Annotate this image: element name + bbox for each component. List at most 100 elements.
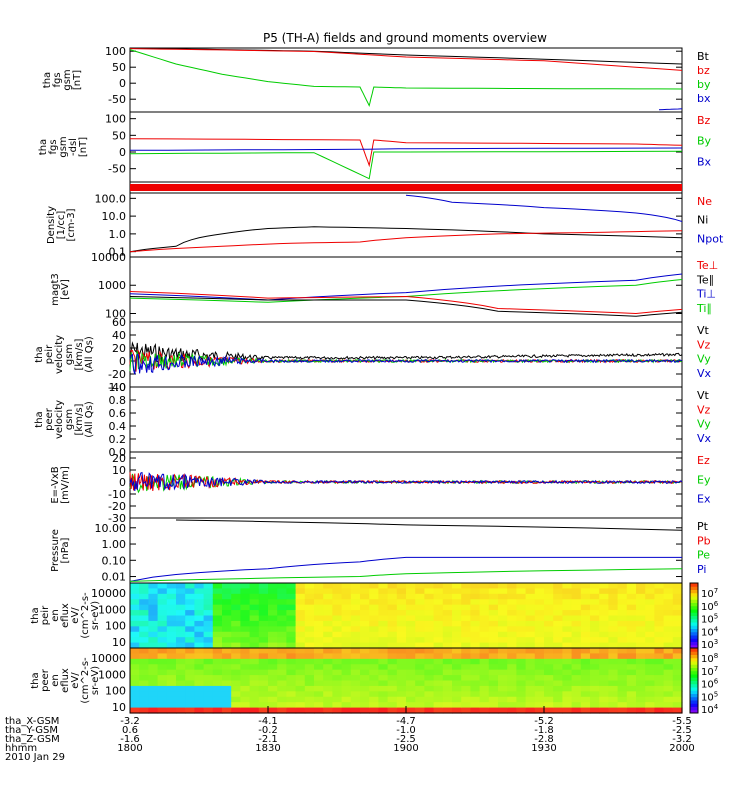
spectrogram-cell: [442, 604, 453, 611]
spectrogram-cell: [203, 583, 214, 590]
spectrogram-cell: [442, 664, 453, 671]
legend-Vx: Vx: [697, 367, 712, 380]
spectrogram-cell: [626, 593, 637, 600]
spectrogram-cell: [387, 653, 398, 660]
spectrogram-cell: [516, 620, 527, 627]
spectrogram-cell: [286, 702, 297, 709]
spectrogram-cell: [157, 604, 168, 611]
spectrogram-cell: [525, 588, 536, 595]
spectrogram-cell: [323, 675, 333, 682]
spectrogram-cell: [341, 707, 352, 714]
spectrogram-cell: [498, 664, 508, 671]
spectrogram-cell: [176, 691, 186, 698]
spectrogram-cell: [277, 610, 287, 617]
spectrogram-cell: [387, 691, 398, 698]
spectrogram-cell: [452, 658, 462, 665]
spectrogram-cell: [562, 642, 573, 649]
spectrogram-cell: [562, 604, 573, 611]
spectrogram-cell: [525, 707, 536, 714]
spectrogram-cell: [461, 637, 471, 644]
spectrogram-cell: [488, 631, 499, 638]
spectrogram-cell: [304, 610, 315, 617]
spectrogram-cell: [590, 685, 600, 692]
spectrogram-cell: [130, 696, 140, 703]
colorbar-tick-label: 105: [701, 690, 718, 703]
spectrogram-cell: [498, 588, 508, 595]
spectrogram-cell: [378, 610, 389, 617]
spectrogram-cell: [360, 610, 370, 617]
spectrogram-cell: [672, 593, 683, 600]
spectrogram-cell: [525, 642, 536, 649]
spectrogram-cell: [249, 583, 260, 590]
spectrogram-cell: [534, 631, 545, 638]
spectrogram-cell: [525, 648, 536, 655]
spectrogram-cell: [240, 604, 251, 611]
spectrogram-cell: [360, 648, 370, 655]
spectrogram-cell: [176, 680, 186, 687]
spectrogram-cell: [461, 669, 471, 676]
colorbar-segment: [690, 638, 698, 642]
spectrogram-cell: [130, 583, 140, 590]
spectrogram-cell: [350, 599, 361, 606]
spectrogram-cell: [332, 653, 343, 660]
spectrogram-cell: [396, 685, 407, 692]
spectrogram-cell: [507, 691, 517, 698]
colorbar-segment: [690, 583, 698, 587]
y-axis-label: tha: [34, 346, 45, 362]
spectrogram-cell: [323, 631, 333, 638]
spectrogram-cell: [268, 610, 278, 617]
spectrogram-cell: [498, 610, 508, 617]
spectrogram-cell: [645, 615, 655, 622]
spectrogram-cell: [442, 610, 453, 617]
spectrogram-cell: [332, 637, 343, 644]
spectrogram-cell: [314, 696, 324, 703]
spectrogram-cell: [314, 583, 324, 590]
spectrogram-cell: [240, 664, 251, 671]
spectrogram-cell: [516, 604, 527, 611]
spectrogram-cell: [286, 604, 297, 611]
spectrogram-cell: [157, 707, 168, 714]
spectrogram-cell: [470, 631, 481, 638]
x-tick-label: -4.1: [258, 716, 278, 727]
y-axis-label: gsm: [62, 69, 73, 90]
spectrogram-cell: [185, 696, 195, 703]
colorbar-segment: [690, 641, 698, 646]
spectrogram-cell: [176, 702, 186, 709]
spectrogram-cell: [341, 599, 352, 606]
spectrogram-cell: [672, 680, 683, 687]
spectrogram-cell: [222, 588, 232, 595]
spectrogram-cell: [433, 653, 444, 660]
spectrogram-cell: [553, 642, 563, 649]
y-tick-label: 100: [105, 685, 126, 698]
spectrogram-cell: [360, 626, 370, 633]
spectrogram-cell: [516, 642, 527, 649]
spectrogram-cell: [507, 675, 517, 682]
spectrogram-cell: [130, 588, 140, 595]
spectrogram-cell: [608, 691, 619, 698]
y-tick-label: 20: [112, 452, 126, 465]
spectrogram-cell: [525, 664, 536, 671]
spectrogram-cell: [295, 669, 306, 676]
spectrogram-cell: [498, 658, 508, 665]
spectrogram-cell: [314, 691, 324, 698]
spectrogram-cell: [645, 680, 655, 687]
spectrogram-cell: [212, 610, 223, 617]
spectrogram-cell: [488, 680, 499, 687]
spectrogram-cell: [553, 707, 563, 714]
spectrogram-cell: [148, 696, 159, 703]
spectrogram-cell: [222, 669, 232, 676]
spectrogram-cell: [645, 691, 655, 698]
x-tick-label: -2.1: [258, 734, 278, 745]
spectrogram-cell: [424, 648, 435, 655]
series-Ex: [129, 471, 683, 491]
spectrogram-cell: [599, 588, 609, 595]
series-Te⊥: [129, 291, 683, 315]
spectrogram-cell: [277, 620, 287, 627]
spectrogram-cell: [553, 583, 563, 590]
spectrogram-cell: [212, 702, 223, 709]
spectrogram-cell: [534, 588, 545, 595]
y-tick-label: 100.0: [95, 192, 127, 205]
y-tick-label: 50: [112, 129, 126, 142]
spectrogram-cell: [130, 604, 140, 611]
spectrogram-cell: [525, 583, 536, 590]
